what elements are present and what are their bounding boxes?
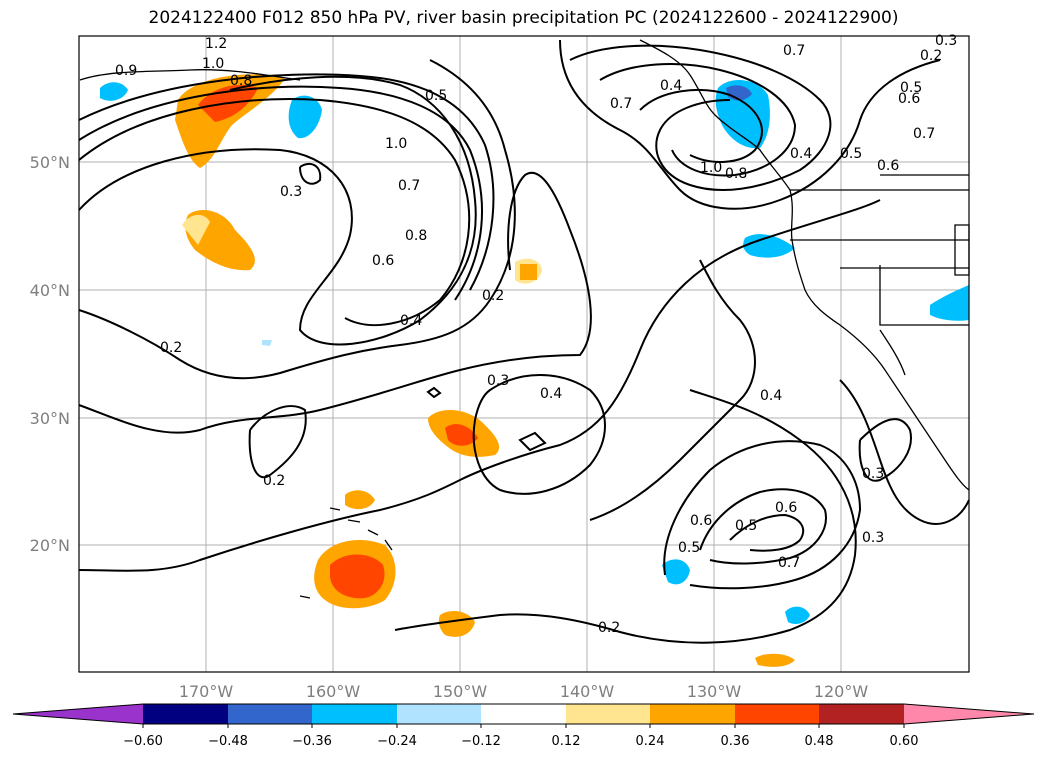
contour-label: 0.3: [487, 373, 509, 389]
lon-label: 120°W: [814, 682, 869, 701]
contour-label: 0.2: [482, 288, 504, 304]
graticule: [79, 36, 969, 672]
longitude-labels: 170°W 160°W 150°W 140°W 130°W 120°W: [179, 682, 869, 701]
map-frame: [78, 35, 970, 673]
precip-fill: [100, 74, 969, 667]
contour-label: 0.6: [775, 500, 797, 516]
contour-labels: 1.2 1.0 0.8 0.9 0.5 1.0 0.7 0.8 0.6 0.4 …: [115, 33, 957, 636]
lon-label: 160°W: [306, 682, 361, 701]
contour-label: 0.6: [690, 513, 712, 529]
contour-label: 0.6: [877, 158, 899, 174]
contour-label: 0.4: [660, 78, 682, 94]
contour-label: 0.4: [540, 386, 562, 402]
colorbar-tick: 0.36: [721, 734, 750, 749]
latitude-labels: 50°N 40°N 30°N 20°N: [30, 153, 70, 555]
colorbar-min-extend: [13, 704, 143, 724]
colorbar-bin: [819, 704, 904, 724]
contour-label: 0.8: [230, 73, 252, 89]
colorbar-bin: [228, 704, 312, 724]
contour-label: 0.8: [725, 166, 747, 182]
colorbar-bin: [481, 704, 566, 724]
colorbar-tick: −0.36: [292, 734, 332, 749]
lat-label: 30°N: [30, 409, 70, 428]
lon-label: 140°W: [560, 682, 615, 701]
contour-label: 0.7: [610, 96, 632, 112]
contour-label: 0.3: [280, 184, 302, 200]
contour-label: 0.3: [862, 466, 884, 482]
contour-label: 0.2: [160, 340, 182, 356]
contour-label: 1.0: [700, 160, 722, 176]
contour-label: 0.3: [935, 33, 957, 49]
contour-label: 0.4: [790, 146, 812, 162]
colorbar-bin: [312, 704, 397, 724]
contour-label: 0.5: [678, 540, 700, 556]
contour-label: 0.2: [598, 620, 620, 636]
contour-label: 0.5: [425, 88, 447, 104]
coastlines: [79, 39, 970, 599]
colorbar-tick: −0.60: [123, 734, 163, 749]
lat-label: 50°N: [30, 153, 70, 172]
colorbar-tick: 0.48: [805, 734, 834, 749]
contour-label: 0.5: [900, 80, 922, 96]
colorbar-tick: 0.60: [890, 734, 919, 749]
contour-label: 0.7: [398, 178, 420, 194]
contour-label: 0.9: [115, 63, 137, 79]
contour-label: 0.7: [913, 126, 935, 142]
colorbar-bin: [566, 704, 650, 724]
colorbar-max-extend: [904, 704, 1034, 724]
map-title: 2024122400 F012 850 hPa PV, river basin …: [148, 8, 899, 28]
contour-label: 1.0: [202, 56, 224, 72]
contour-label: 0.7: [783, 43, 805, 59]
pv-contours: [78, 39, 970, 644]
colorbar-bin: [397, 704, 481, 724]
colorbar-tick: −0.48: [208, 734, 248, 749]
contour-label: 0.8: [405, 228, 427, 244]
contour-label: 0.3: [862, 530, 884, 546]
lon-label: 170°W: [179, 682, 234, 701]
contour-label: 0.7: [778, 555, 800, 571]
colorbar-tick: −0.12: [461, 734, 501, 749]
contour-label: 0.5: [840, 146, 862, 162]
lon-label: 130°W: [687, 682, 742, 701]
contour-label: 1.2: [205, 36, 227, 52]
contour-label: 0.6: [372, 253, 394, 269]
colorbar-tick: 0.24: [636, 734, 665, 749]
contour-label: 0.2: [263, 473, 285, 489]
lon-label: 150°W: [433, 682, 488, 701]
colorbar-tick: 0.12: [552, 734, 581, 749]
colorbar-bin: [735, 704, 819, 724]
contour-label: 0.4: [760, 388, 782, 404]
contour-label: 0.6: [898, 91, 920, 107]
lat-label: 20°N: [30, 536, 70, 555]
colorbar: −0.60 −0.48 −0.36 −0.24 −0.12 0.12 0.24 …: [12, 703, 1035, 749]
colorbar-tick: −0.24: [377, 734, 417, 749]
contour-label: 0.2: [920, 48, 942, 64]
contour-label: 0.5: [735, 518, 757, 534]
contour-label: 1.0: [385, 136, 407, 152]
colorbar-bin: [650, 704, 735, 724]
colorbar-bin: [143, 704, 228, 724]
contour-label: 0.4: [400, 313, 422, 329]
lat-label: 40°N: [30, 281, 70, 300]
map-area: [79, 36, 969, 672]
